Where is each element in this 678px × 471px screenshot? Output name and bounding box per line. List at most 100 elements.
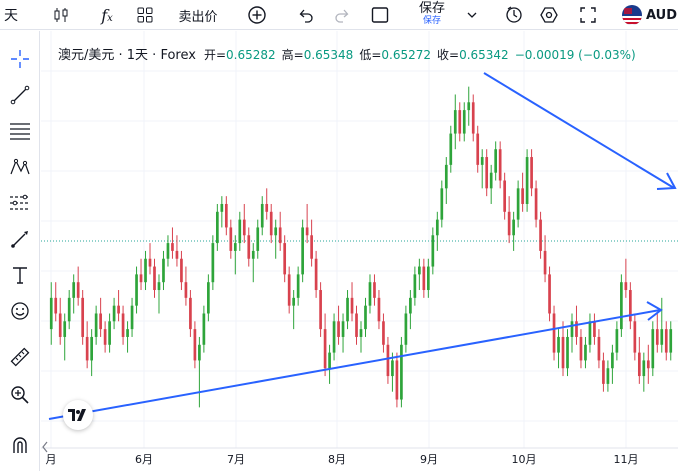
candle-body: [278, 227, 282, 244]
save-label: 保存: [418, 1, 445, 16]
save-sublabel: 保存: [422, 16, 441, 26]
settings-button[interactable]: [536, 0, 562, 30]
chevron-left-icon: [42, 441, 48, 453]
candle-body: [139, 274, 143, 283]
trendline-falling[interactable]: [483, 72, 677, 190]
candles-style-button[interactable]: [48, 0, 74, 30]
candle-body: [664, 329, 668, 353]
candle-body: [332, 321, 336, 353]
candle-body: [633, 321, 637, 353]
fib-tool[interactable]: [4, 115, 36, 147]
candle-body: [575, 321, 578, 337]
candle: [660, 297, 664, 353]
save-menu-button[interactable]: [464, 0, 480, 30]
candle: [655, 313, 659, 353]
symbol-selector[interactable]: AUD: [622, 0, 678, 30]
candle: [207, 274, 210, 322]
candle-body: [220, 203, 224, 212]
candle-body: [382, 321, 385, 345]
indicators-button[interactable]: fx: [94, 0, 120, 30]
low-value: 0.65272: [381, 48, 431, 62]
candle-body: [296, 274, 300, 298]
add-button[interactable]: [244, 0, 270, 30]
gear-icon: [540, 7, 558, 23]
candle: [561, 321, 565, 377]
templates-button[interactable]: [132, 0, 158, 30]
interval-button[interactable]: 天: [0, 0, 22, 30]
candle-body: [184, 282, 188, 298]
candle: [386, 336, 390, 384]
candle: [543, 235, 547, 283]
candle: [435, 211, 439, 251]
fx-icon: fx: [101, 6, 113, 25]
candle-body: [171, 243, 174, 251]
candle-body: [130, 305, 134, 330]
magnet-icon: [13, 437, 27, 453]
sell-price-button[interactable]: 卖出价: [172, 0, 224, 30]
crosshair-tool[interactable]: [4, 43, 36, 75]
fullscreen-button[interactable]: [576, 0, 600, 30]
ruler-tool[interactable]: [4, 341, 36, 373]
candle: [449, 125, 453, 173]
text-tool[interactable]: [4, 259, 36, 291]
candle: [373, 274, 376, 306]
close-value: 0.65342: [459, 48, 509, 62]
candle: [292, 290, 296, 330]
pattern-tool[interactable]: [4, 151, 36, 183]
candle-body: [229, 227, 233, 251]
alert-button[interactable]: [502, 0, 526, 30]
candle-body: [99, 313, 102, 330]
candle: [189, 290, 192, 337]
candle: [602, 352, 605, 392]
candle: [278, 211, 282, 251]
chart-legend: 澳元/美元 · 1天 · Forex 开= 0.65282 高= 0.65348 低…: [58, 44, 640, 63]
square-icon: [371, 7, 389, 23]
candle-body: [637, 352, 641, 377]
layout-button[interactable]: [368, 0, 392, 30]
candle-body: [651, 329, 655, 369]
open-label: 开=: [203, 48, 226, 62]
candle: [620, 274, 623, 337]
zoom-in-tool[interactable]: [4, 379, 36, 411]
candle-body: [283, 243, 287, 275]
candle: [368, 274, 372, 314]
magnet-tool[interactable]: [4, 429, 36, 461]
emoji-tool[interactable]: [4, 295, 36, 327]
tradingview-logo[interactable]: [63, 400, 93, 430]
time-axis[interactable]: 月 6月 7月 8月 9月 10月 11月: [41, 447, 678, 466]
collapse-toolbar-button[interactable]: [41, 440, 51, 456]
brush-tool[interactable]: [4, 223, 36, 255]
candle-body: [310, 235, 313, 259]
candle: [220, 196, 224, 228]
candle: [507, 196, 511, 244]
forecast-tool[interactable]: [4, 187, 36, 219]
crosshair-icon: [11, 50, 29, 68]
undo-button[interactable]: [294, 0, 318, 30]
drawing-toolbar: [0, 31, 40, 471]
candle: [413, 266, 417, 306]
candle: [606, 360, 610, 392]
candle: [548, 266, 551, 322]
trend-line-tool[interactable]: [4, 79, 36, 111]
candle: [629, 282, 632, 330]
change-value: −0.00019 (−0.03%): [514, 48, 636, 62]
candle-body: [350, 297, 354, 314]
redo-button[interactable]: [330, 0, 354, 30]
price-chart[interactable]: 月 6月 7月 8月 9月 10月 11月: [41, 31, 678, 471]
candle-body: [642, 360, 646, 377]
candle-body: [557, 336, 560, 353]
sell-price-label: 卖出价: [178, 9, 218, 25]
candle-body: [435, 219, 439, 236]
candle-body: [579, 336, 583, 361]
candle: [319, 282, 322, 337]
trendline-rising[interactable]: [48, 301, 663, 420]
time-axis-label: 7月: [227, 453, 245, 466]
candle-body: [189, 297, 192, 330]
candle: [85, 321, 89, 369]
candle-body: [198, 344, 201, 361]
candle: [503, 172, 507, 220]
candle-body: [126, 329, 129, 337]
symbol-title[interactable]: 澳元/美元 · 1天 · Forex: [58, 48, 196, 63]
save-button[interactable]: 保存 保存: [410, 0, 454, 30]
candle: [175, 235, 179, 267]
